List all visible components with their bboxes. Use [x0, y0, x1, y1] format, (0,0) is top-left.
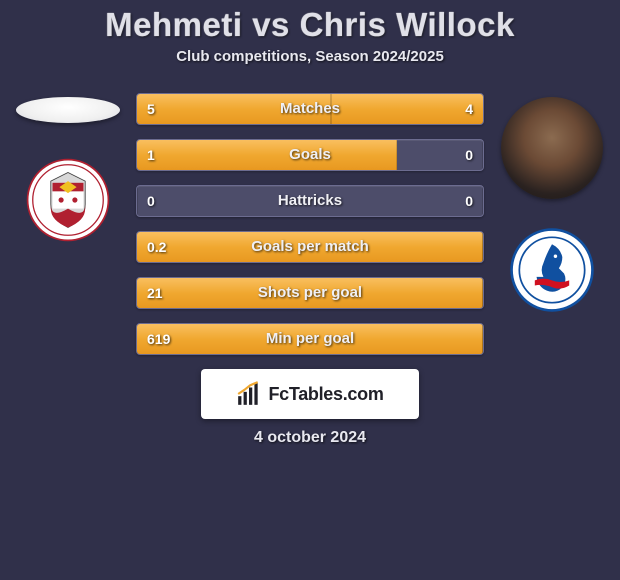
stat-row: 21Shots per goal [136, 277, 484, 309]
right-player-column [492, 93, 612, 313]
left-player-column [8, 93, 128, 243]
page-title: Mehmeti vs Chris Willock [0, 6, 620, 44]
stat-label: Goals [137, 140, 483, 170]
player1-avatar [16, 97, 120, 123]
chart-icon [236, 381, 262, 407]
stat-value-right: 0 [465, 186, 473, 216]
stat-row: 0Hattricks0 [136, 185, 484, 217]
stat-value-right: 4 [465, 94, 473, 124]
stat-label: Min per goal [137, 324, 483, 354]
stat-row: 5Matches4 [136, 93, 484, 125]
source-watermark: FcTables.com [201, 369, 419, 419]
player2-club-badge [502, 227, 602, 313]
watermark-text: FcTables.com [268, 384, 383, 405]
stat-row: 619Min per goal [136, 323, 484, 355]
subtitle: Club competitions, Season 2024/2025 [0, 48, 620, 65]
comparison-body: 5Matches41Goals00Hattricks00.2Goals per … [0, 93, 620, 355]
stat-label: Hattricks [137, 186, 483, 216]
player1-club-badge [18, 157, 118, 243]
stat-label: Shots per goal [137, 278, 483, 308]
stat-label: Matches [137, 94, 483, 124]
stats-column: 5Matches41Goals00Hattricks00.2Goals per … [128, 93, 492, 355]
date: 4 october 2024 [0, 429, 620, 447]
stat-row: 0.2Goals per match [136, 231, 484, 263]
stat-row: 1Goals0 [136, 139, 484, 171]
player2-avatar [501, 97, 603, 199]
stat-label: Goals per match [137, 232, 483, 262]
stat-value-right: 0 [465, 140, 473, 170]
